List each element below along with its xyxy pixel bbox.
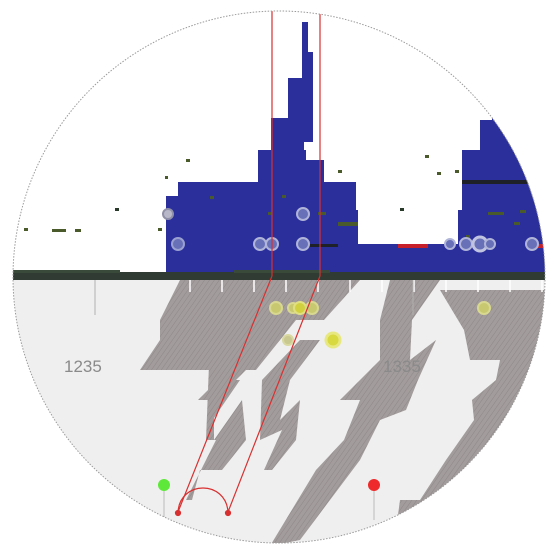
green-marker[interactable] xyxy=(158,479,170,520)
selection-region[interactable] xyxy=(174,0,321,517)
long-ticks xyxy=(94,280,414,315)
histogram-separators xyxy=(298,180,545,248)
axis-ticks xyxy=(189,280,543,292)
baseline-track xyxy=(13,270,545,280)
red-marker[interactable] xyxy=(368,479,380,520)
lens-border xyxy=(12,10,546,544)
left-value-label: 1235 xyxy=(64,357,102,376)
lower-dots[interactable] xyxy=(269,301,491,349)
right-value-label: 1335 xyxy=(383,357,421,376)
histogram xyxy=(166,22,545,276)
ring-markers[interactable] xyxy=(162,207,539,253)
